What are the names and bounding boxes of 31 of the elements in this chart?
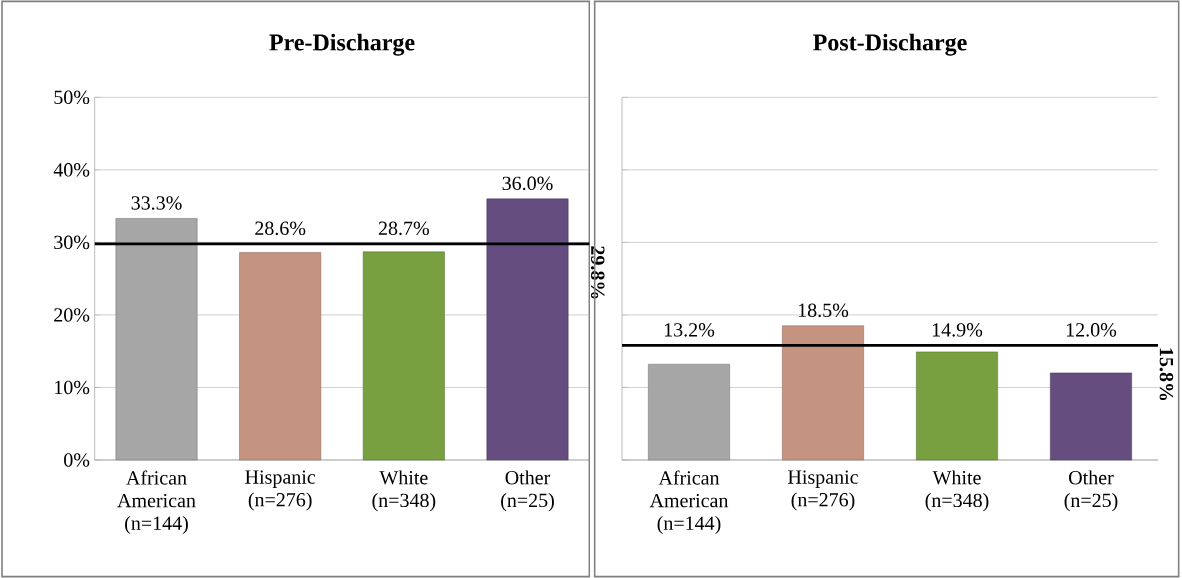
- bar: [782, 325, 864, 461]
- chart-title: Post-Discharge: [813, 33, 967, 56]
- bar: [486, 198, 569, 461]
- chart-title: Pre-Discharge: [269, 33, 415, 56]
- x-tick-label: Other (n=25): [501, 470, 554, 512]
- bar: [916, 351, 998, 461]
- x-tick-label: White (n=348): [372, 470, 436, 512]
- data-label: 14.9%: [932, 323, 983, 337]
- x-tick-label: White (n=348): [925, 470, 989, 512]
- y-tick-label: 10%: [55, 380, 90, 395]
- bar: [362, 251, 445, 461]
- y-tick-label: 0%: [64, 453, 90, 467]
- x-tick-label: Hispanic (n=276): [788, 470, 858, 511]
- data-label: 28.7%: [378, 221, 429, 236]
- x-tick-label: Other (n=25): [1064, 470, 1118, 512]
- data-label: 28.6%: [255, 221, 306, 236]
- y-tick-label: 50%: [54, 90, 90, 105]
- y-tick-label: 40%: [53, 163, 90, 177]
- x-tick-label: African American (n=144): [649, 470, 729, 535]
- ref-line-label: 15.8%: [1159, 348, 1174, 401]
- x-tick-label: Hispanic (n=276): [245, 470, 316, 511]
- data-label: 12.0%: [1066, 323, 1117, 337]
- data-label: 33.3%: [131, 196, 182, 210]
- data-label: 36.0%: [502, 176, 553, 191]
- bar: [239, 252, 322, 461]
- y-tick-label: 20%: [54, 308, 90, 322]
- bar: [1050, 372, 1132, 461]
- data-label: 18.5%: [798, 303, 849, 318]
- x-tick-label: African American (n=144): [117, 470, 196, 535]
- data-label: 13.2%: [664, 323, 715, 337]
- y-tick-label: 30%: [54, 235, 90, 250]
